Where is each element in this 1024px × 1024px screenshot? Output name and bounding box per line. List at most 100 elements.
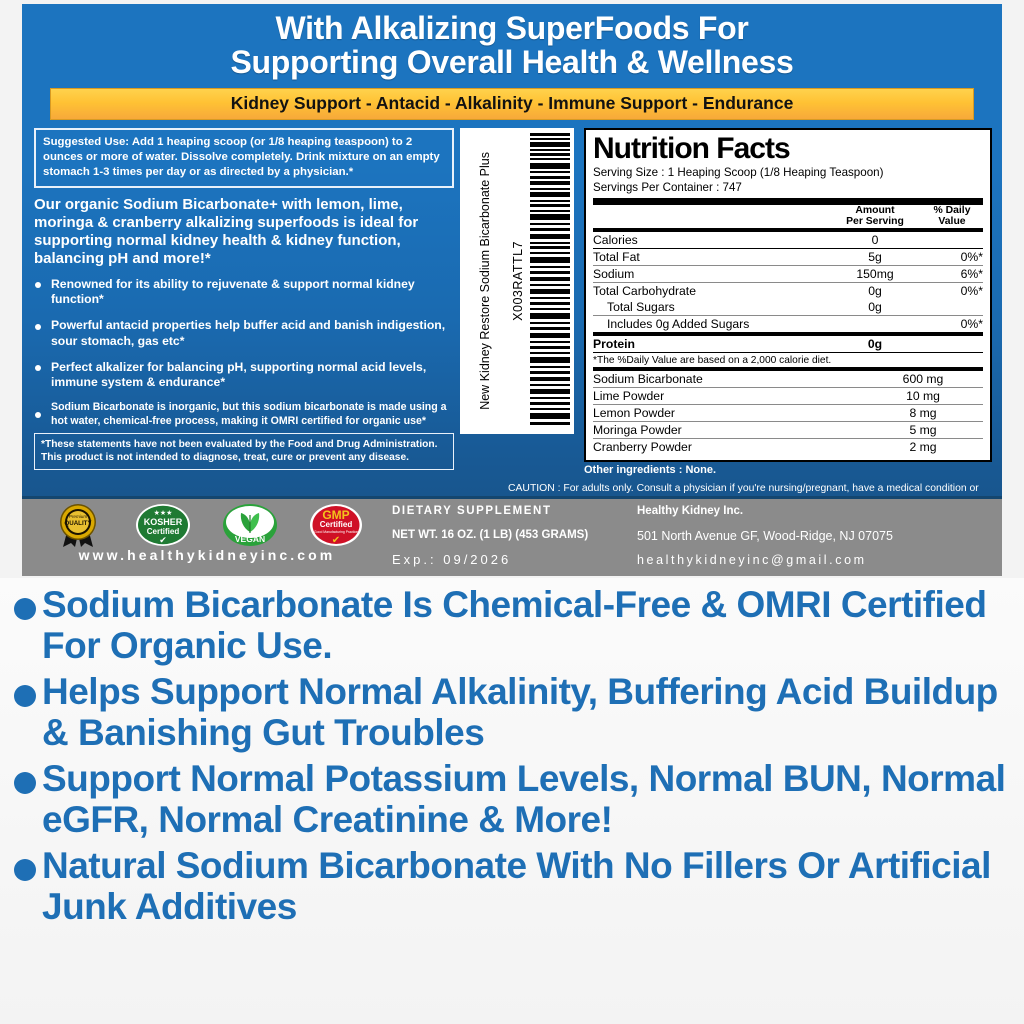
divider — [593, 198, 983, 206]
row-name: Sodium — [593, 267, 635, 282]
row-amount: 5g — [868, 250, 882, 265]
barcode-product-name: New Kidney Restore Sodium Bicarbonate Pl… — [478, 152, 492, 410]
benefit-text: Renowned for its ability to rejuvenate &… — [51, 276, 415, 307]
bullet-text: Support Normal Potassium Levels, Normal … — [42, 757, 1006, 841]
net-weight: NET WT. 16 OZ. (1 LB) (453 GRAMS) — [392, 528, 589, 541]
benefit-text: Perfect alkalizer for balancing pH, supp… — [51, 359, 427, 390]
certification-badges: Premium QUALITY ★★★ KOSHER Certified ✔ — [22, 499, 392, 576]
divider — [593, 404, 983, 406]
ingredients-table-4: Moringa Powder 5 mg — [593, 422, 983, 438]
row-amount: 0g — [867, 337, 883, 352]
barcode-sku: X003RATTL7 — [511, 240, 525, 321]
list-item: Perfect alkalizer for balancing pH, supp… — [34, 360, 454, 391]
header-dv-l1: % Daily — [933, 205, 971, 217]
row-name: Total Fat — [593, 250, 640, 265]
gmp-certified-badge-icon: GMP Certified Good Manufacturing Practic… — [309, 504, 362, 546]
table-header-row: Amount Per Serving % Daily Value — [593, 205, 983, 228]
bullet-dot-icon — [35, 282, 41, 289]
nutrition-facts-title: Nutrition Facts — [593, 131, 791, 165]
list-item: Support Normal Potassium Levels, Normal … — [14, 758, 1010, 841]
vegan-badge-icon: VEGAN — [222, 504, 277, 546]
row-amount: 150mg — [856, 267, 894, 282]
nutrition-protein: Protein 0g — [593, 336, 983, 352]
table-row: Sodium 150mg 6%* — [593, 266, 983, 282]
benefits-ribbon: Kidney Support - Antacid - Alkalinity - … — [50, 87, 974, 120]
table-row: Calories 0 — [593, 232, 983, 248]
company-email[interactable]: healthykidneyinc@gmail.com — [637, 553, 867, 567]
list-item: Natural Sodium Bicarbonate With No Fille… — [14, 845, 1010, 928]
ingredients-table-5: Cranberry Powder 2 mg — [593, 439, 983, 455]
label-body: Suggested Use: Add 1 heaping scoop (or 1… — [34, 127, 992, 477]
header-dv: % Daily Value — [921, 205, 983, 228]
svg-text:★★★: ★★★ — [153, 509, 172, 517]
barcode-new-label: New — [477, 384, 492, 410]
nutrition-rows-4: Total Carbohydrate 0g 0%* Total Sugars 0g — [593, 283, 983, 315]
product-label-panel: With Alkalizing SuperFoods For Supportin… — [22, 4, 1002, 576]
footer-product-info: DIETARY SUPPLEMENT NET WT. 16 OZ. (1 LB)… — [392, 499, 637, 576]
row-name: Total Carbohydrate — [593, 284, 696, 299]
table-row: Protein 0g — [593, 336, 983, 352]
row-dv — [921, 232, 983, 248]
row-name: Protein — [593, 337, 635, 352]
ingredient-name: Moringa Powder — [593, 423, 682, 438]
nutrition-rows-5: Includes 0g Added Sugars 0%* — [593, 316, 983, 332]
ingredient-amount: 10 mg — [906, 389, 940, 404]
svg-text:Premium: Premium — [68, 514, 87, 519]
row-dv: 0%* — [960, 317, 983, 332]
row-name: Calories — [593, 233, 638, 248]
svg-text:GMP: GMP — [322, 508, 349, 522]
bullet-dot-icon — [14, 684, 36, 707]
benefits-list: Renowned for its ability to rejuvenate &… — [34, 277, 454, 428]
nutrition-table: Amount Per Serving % Daily Value — [593, 205, 983, 228]
other-ingredients: Other ingredients : None. — [584, 464, 717, 477]
bullet-dot-icon — [35, 323, 41, 330]
barcode-card: New Kidney Restore Sodium Bicarbonate Pl… — [460, 127, 574, 434]
header-amount-l1: Amount — [855, 205, 895, 217]
ingredient-amount: 8 mg — [909, 406, 937, 421]
row-amount: 0 — [871, 233, 879, 248]
barcode-name-text: Kidney Restore Sodium Bicarbonate Plus — [477, 151, 492, 382]
list-item: Renowned for its ability to rejuvenate &… — [34, 277, 454, 308]
bullet-text: Sodium Bicarbonate Is Chemical-Free & OM… — [42, 584, 987, 667]
row-dv: 0%* — [960, 250, 983, 265]
ingredients-table-3: Lemon Powder 8 mg — [593, 405, 983, 421]
kosher-certified-badge-icon: ★★★ KOSHER Certified ✔ — [135, 504, 190, 546]
header-spacer — [593, 205, 829, 228]
ingredients-table-2: Lime Powder 10 mg — [593, 388, 983, 404]
bullet-dot-icon — [14, 858, 36, 881]
badge-row: Premium QUALITY ★★★ KOSHER Certified ✔ — [22, 499, 392, 549]
table-row: Lime Powder 10 mg — [593, 388, 983, 404]
marketing-bullets: Sodium Bicarbonate Is Chemical-Free & OM… — [0, 578, 1024, 1024]
divider — [593, 332, 983, 337]
ingredient-name: Lime Powder — [593, 389, 665, 404]
row-dv — [921, 336, 983, 352]
bullet-dot-icon — [35, 412, 41, 419]
bullet-dot-icon — [14, 771, 36, 794]
divider — [593, 367, 983, 372]
suggested-use-box: Suggested Use: Add 1 heaping scoop (or 1… — [34, 127, 454, 188]
headline: With Alkalizing SuperFoods For Supportin… — [22, 4, 1002, 80]
dietary-supplement-label: DIETARY SUPPLEMENT — [392, 505, 552, 517]
row-name: Total Sugars — [607, 300, 675, 315]
website-url[interactable]: www.healthykidneyinc.com — [78, 547, 336, 563]
divider — [593, 352, 983, 354]
ingredient-amount: 600 mg — [902, 372, 944, 387]
divider — [593, 248, 983, 250]
svg-text:Good Manufacturing Practice: Good Manufacturing Practice — [314, 530, 358, 534]
bullet-dot-icon — [14, 598, 36, 620]
list-item: Powerful antacid properties help buffer … — [34, 318, 454, 349]
label-footer: Premium QUALITY ★★★ KOSHER Certified ✔ — [22, 496, 1002, 576]
table-row: Total Carbohydrate 0g 0%* — [593, 283, 983, 299]
barcode-icon — [530, 132, 570, 425]
benefit-text: Sodium Bicarbonate is inorganic, but thi… — [51, 401, 447, 427]
row-amount — [829, 316, 921, 332]
svg-text:Certified: Certified — [146, 527, 179, 536]
row-name: Includes 0g Added Sugars — [607, 317, 750, 332]
ingredient-name: Lemon Powder — [593, 406, 675, 421]
list-item: Sodium Bicarbonate is inorganic, but thi… — [34, 401, 454, 428]
svg-text:KOSHER: KOSHER — [143, 517, 182, 527]
table-row: Moringa Powder 5 mg — [593, 422, 983, 438]
table-row: Cranberry Powder 2 mg — [593, 439, 983, 455]
bullet-dot-icon — [35, 365, 41, 372]
row-amount: 0g — [868, 300, 882, 315]
